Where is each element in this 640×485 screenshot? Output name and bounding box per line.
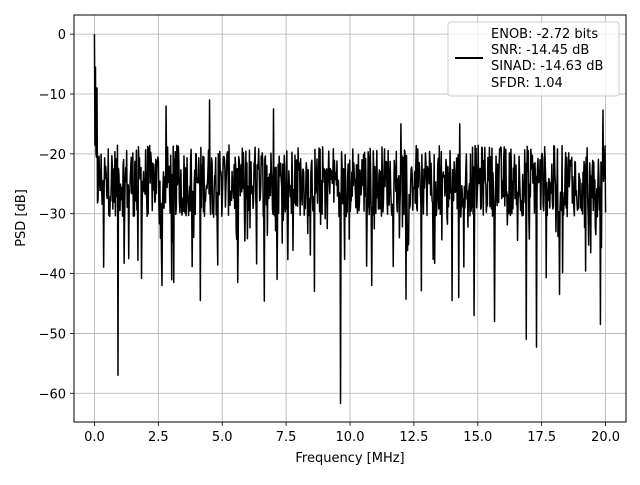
x-tick-label: 12.5: [399, 430, 428, 445]
y-tick-label: −20: [39, 148, 66, 163]
y-ticks: 0 −10 −20 −30 −40 −50 −60: [39, 28, 74, 402]
x-tick-label: 5.0: [212, 430, 233, 445]
x-axis-label: Frequency [MHz]: [295, 451, 404, 466]
legend: ENOB: -2.72 bits SNR: -14.45 dB SINAD: -…: [447, 21, 620, 97]
x-ticks: 0.0 2.5 5.0 7.5 10.0 12.5 15.0 17.5 20.0: [84, 422, 620, 445]
psd-series-line: [93, 34, 607, 405]
legend-box: [447, 21, 620, 97]
x-tick-label: 7.5: [276, 430, 297, 445]
x-tick-label: 0.0: [84, 430, 105, 445]
y-tick-label: −30: [39, 208, 66, 223]
legend-enob: ENOB: -2.72 bits: [491, 27, 598, 42]
legend-sinad: SINAD: -14.63 dB: [491, 59, 603, 74]
y-tick-label: 0: [58, 28, 66, 43]
legend-snr: SNR: -14.45 dB: [491, 43, 589, 58]
y-axis-label: PSD [dB]: [14, 189, 29, 247]
series-layer: [93, 34, 607, 405]
y-tick-label: −10: [39, 88, 66, 103]
legend-sfdr: SFDR: 1.04: [491, 76, 563, 91]
y-tick-label: −60: [39, 387, 66, 402]
y-tick-label: −40: [39, 268, 66, 283]
x-tick-label: 20.0: [591, 430, 620, 445]
x-tick-label: 17.5: [527, 430, 556, 445]
x-tick-label: 2.5: [148, 430, 169, 445]
y-tick-label: −50: [39, 327, 66, 342]
x-tick-label: 10.0: [336, 430, 365, 445]
x-tick-label: 15.0: [463, 430, 492, 445]
